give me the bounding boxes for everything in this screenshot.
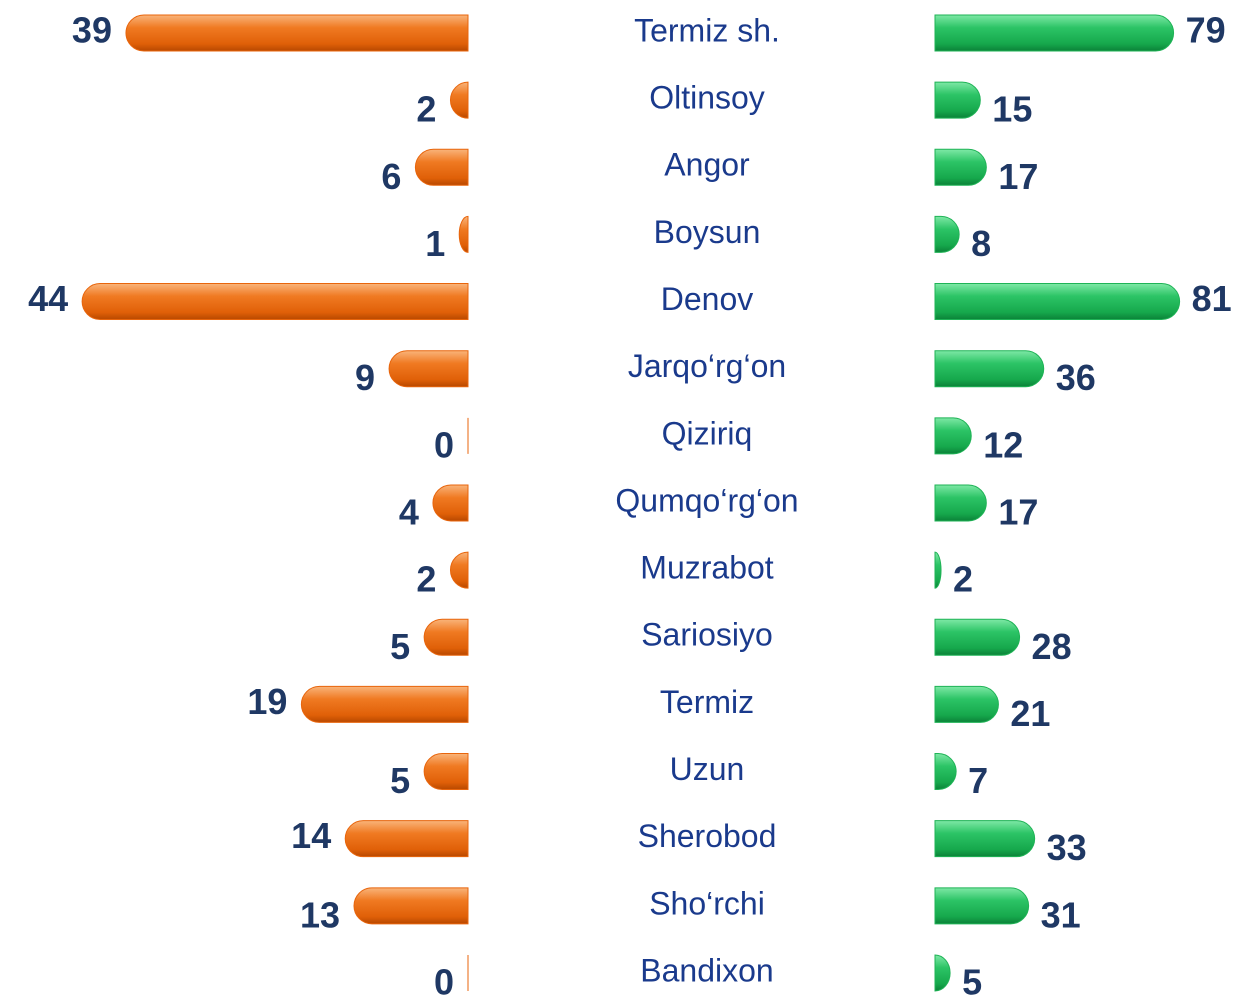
value-label: 6: [381, 156, 401, 197]
value-label: 39: [72, 10, 112, 51]
category-label: Qumqo‘rg‘on: [615, 482, 798, 518]
bar: [934, 350, 1045, 388]
bar: [934, 954, 951, 992]
value-label: 12: [983, 424, 1023, 465]
bar: [125, 14, 469, 52]
category-label: Termiz: [660, 684, 754, 720]
value-label: 9: [355, 357, 375, 398]
bar: [449, 81, 469, 119]
category-label: Bandixon: [640, 952, 773, 988]
category-label: Uzun: [670, 751, 745, 787]
value-label: 81: [1192, 278, 1232, 319]
bar: [934, 283, 1181, 321]
value-label: 5: [390, 760, 410, 801]
value-label: 36: [1056, 357, 1096, 398]
value-label: 2: [416, 89, 436, 130]
bar: [414, 148, 469, 186]
bar: [934, 81, 981, 119]
value-label: 28: [1032, 626, 1072, 667]
category-label: Sariosiyo: [641, 617, 773, 653]
bar: [458, 215, 469, 253]
bar: [934, 753, 957, 791]
bar: [934, 215, 960, 253]
category-label: Sho‘rchi: [649, 885, 765, 921]
bar: [423, 753, 469, 791]
value-label: 14: [291, 815, 331, 856]
bar: [432, 484, 469, 522]
category-label: Qiziriq: [662, 415, 753, 451]
bar: [300, 685, 469, 723]
value-label: 2: [953, 559, 973, 600]
value-label: 15: [992, 89, 1032, 130]
category-label: Sherobod: [638, 818, 777, 854]
bar: [934, 551, 942, 589]
value-label: 19: [247, 681, 287, 722]
bar: [934, 148, 987, 186]
bar: [934, 484, 987, 522]
value-label: 5: [390, 626, 410, 667]
category-label: Angor: [664, 147, 750, 183]
bar: [353, 887, 469, 925]
value-label: 0: [434, 424, 454, 465]
bar: [449, 551, 469, 589]
value-label: 33: [1047, 827, 1087, 868]
value-label: 79: [1186, 10, 1226, 51]
category-label: Termiz sh.: [634, 12, 780, 48]
value-label: 0: [434, 961, 454, 996]
value-label: 7: [968, 760, 988, 801]
value-label: 8: [971, 223, 991, 264]
category-label: Muzrabot: [640, 550, 774, 586]
bar: [934, 685, 999, 723]
value-label: 5: [962, 961, 982, 996]
category-label: Boysun: [654, 214, 761, 250]
value-label: 44: [28, 278, 68, 319]
value-label: 1: [425, 223, 445, 264]
category-label: Oltinsoy: [649, 80, 765, 116]
bar: [934, 14, 1175, 52]
value-label: 31: [1041, 894, 1081, 935]
bar: [423, 618, 469, 656]
bar: [388, 350, 469, 388]
value-label: 17: [998, 491, 1038, 532]
value-label: 21: [1010, 693, 1050, 734]
value-label: 2: [416, 559, 436, 600]
value-label: 4: [399, 491, 419, 532]
bar: [934, 618, 1021, 656]
value-label: 13: [300, 894, 340, 935]
bar: [81, 283, 469, 321]
category-label: Jarqo‘rg‘on: [628, 348, 786, 384]
category-label: Denov: [661, 281, 754, 317]
bar: [934, 417, 972, 455]
bar: [344, 820, 469, 858]
value-label: 17: [998, 156, 1038, 197]
bar: [934, 887, 1030, 925]
bar: [934, 820, 1036, 858]
